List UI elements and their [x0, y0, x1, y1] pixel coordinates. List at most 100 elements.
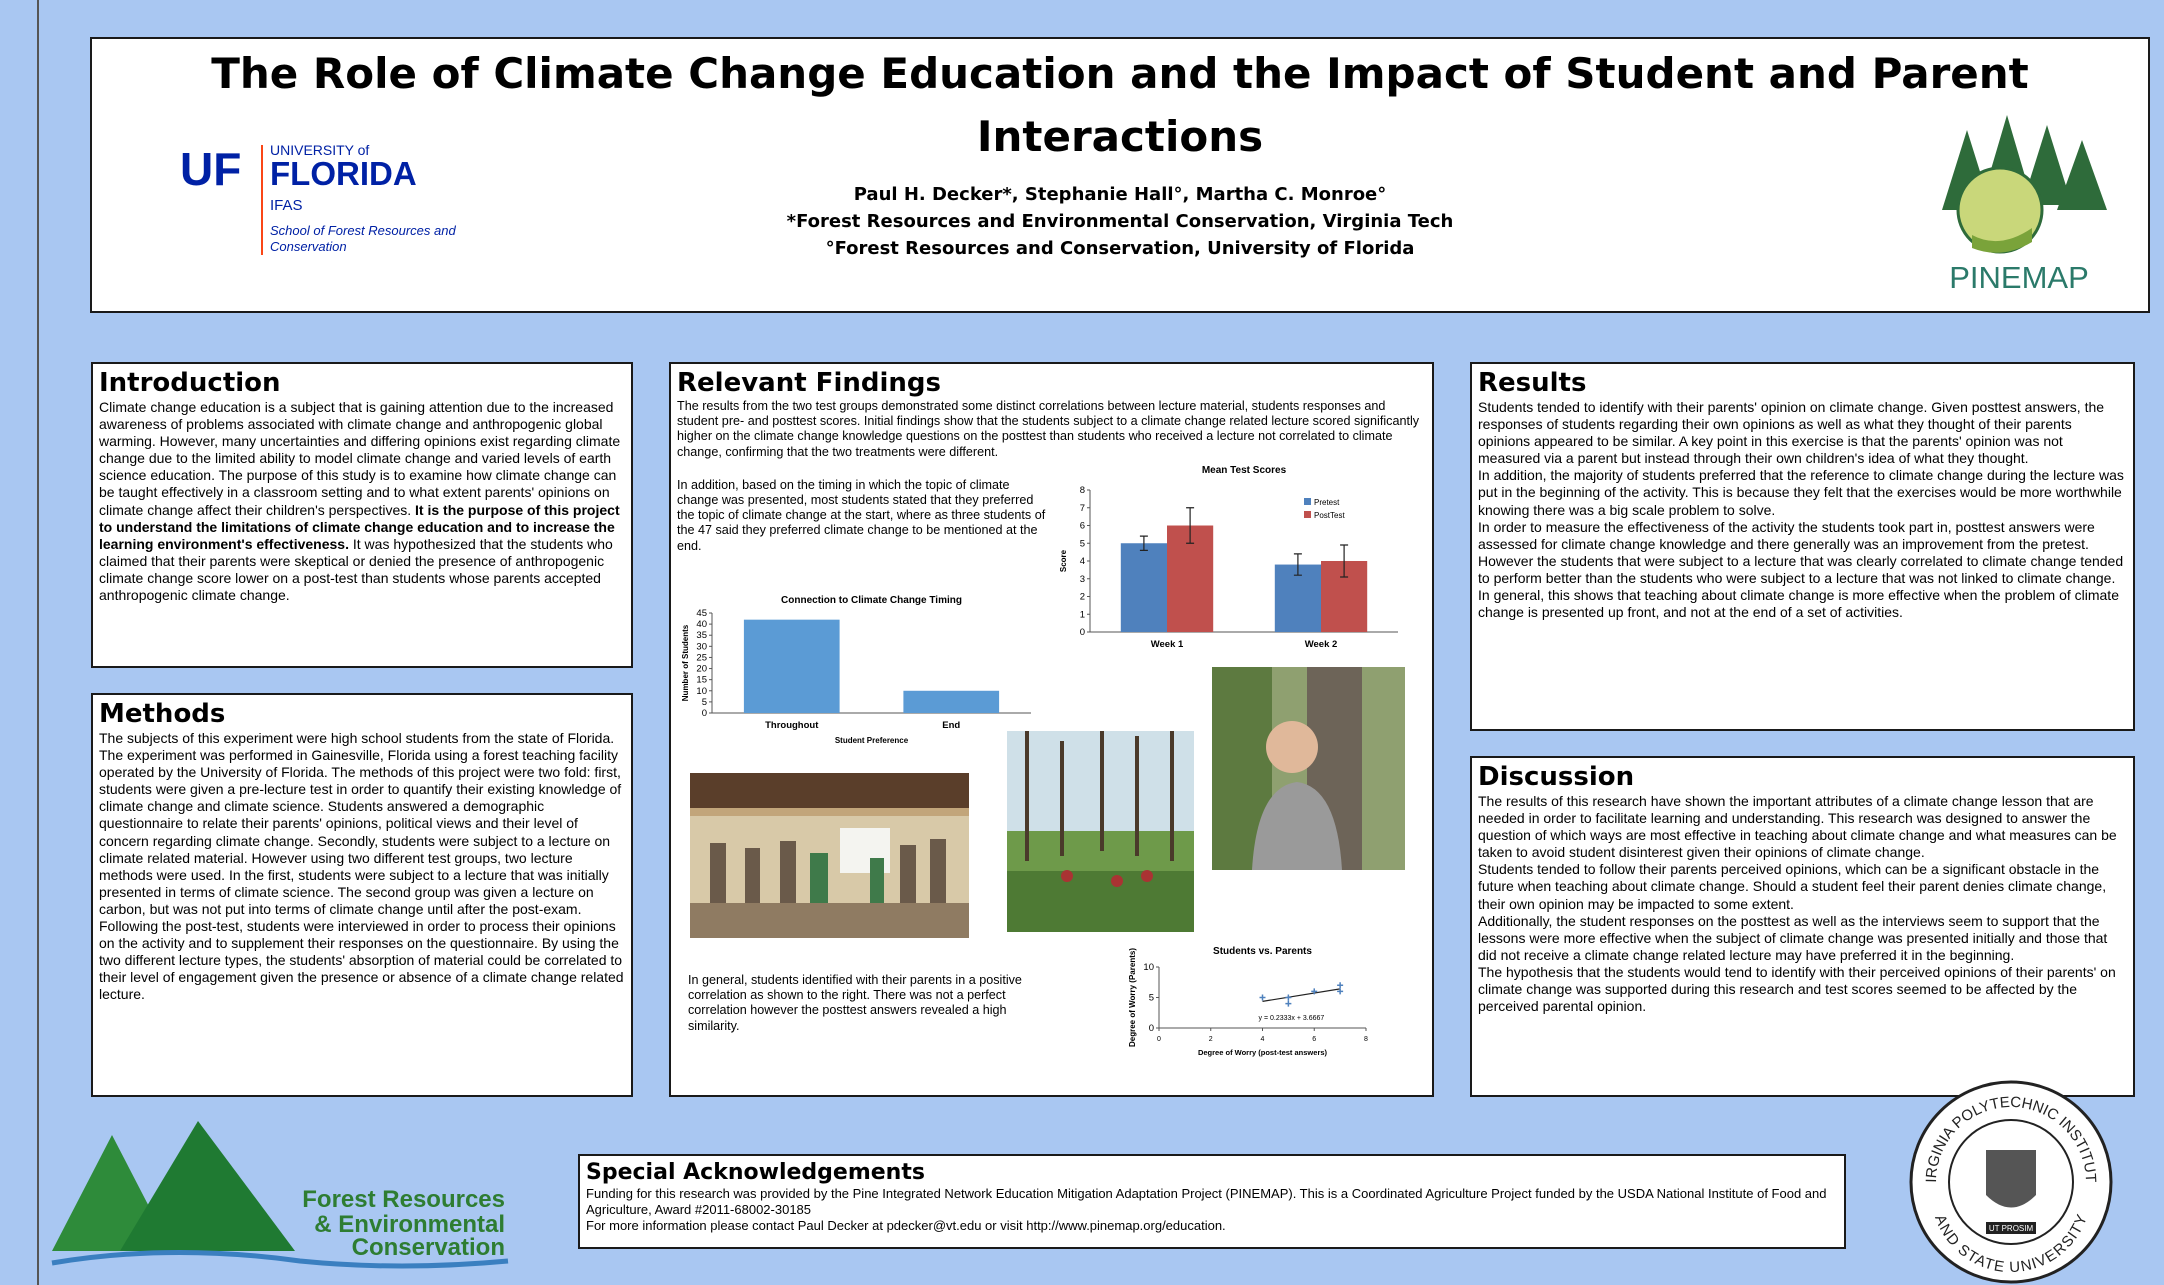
- x-tick-label: 4: [1261, 1036, 1265, 1043]
- uf-school: Conservation: [270, 239, 347, 254]
- trendline: [1263, 989, 1341, 1001]
- paragraph: Funding for this research was provided b…: [586, 1186, 1838, 1218]
- section-heading: Methods: [99, 699, 625, 730]
- x-tick-label: 6: [1312, 1036, 1316, 1043]
- section-heading: Special Acknowledgements: [586, 1160, 1838, 1186]
- section-text: The subjects of this experiment were hig…: [99, 730, 625, 1004]
- photo-student: [1212, 667, 1405, 870]
- y-tick-label: 5: [1080, 538, 1085, 549]
- acknowledgements: Special Acknowledgements Funding for thi…: [578, 1154, 1846, 1249]
- section-text: Funding for this research was provided b…: [586, 1186, 1838, 1234]
- y-tick-label: 4: [1080, 556, 1085, 567]
- section-heading: Results: [1478, 368, 2127, 399]
- chart-title: Students vs. Parents: [1213, 946, 1312, 957]
- x-tick-label: Throughout: [765, 720, 819, 731]
- point: [1285, 995, 1291, 1001]
- authors: Paul H. Decker*, Stephanie Hall°, Martha…: [600, 181, 1640, 208]
- uf-school: School of Forest Resources and: [270, 223, 456, 238]
- legend-swatch: [1304, 511, 1311, 518]
- results: Results Students tended to identify with…: [1470, 362, 2135, 731]
- pinemap-text: PINEMAP: [1949, 260, 2089, 295]
- chart-title: Connection to Climate Change Timing: [781, 595, 962, 606]
- section-heading: Relevant Findings: [677, 368, 1426, 399]
- y-tick-label: 0: [702, 708, 707, 719]
- seal-motto: UT PROSIM: [1989, 1224, 2034, 1233]
- y-tick-label: 2: [1080, 592, 1085, 603]
- y-axis-label: Degree of Worry (Parents): [1128, 948, 1137, 1047]
- y-axis-label: Score: [1060, 549, 1068, 572]
- poster: The Role of Climate Change Education and…: [0, 0, 2164, 1285]
- photo-forest: [1007, 731, 1194, 932]
- y-tick-label: 10: [696, 686, 707, 697]
- y-tick-label: 45: [696, 608, 707, 619]
- y-axis-label: Number of Students: [681, 624, 690, 701]
- y-tick-label: 25: [696, 652, 707, 663]
- uf-unit: IFAS: [270, 197, 303, 214]
- y-tick-label: 3: [1080, 574, 1085, 585]
- left-rule: [37, 0, 39, 1285]
- section-heading: Introduction: [99, 368, 625, 399]
- y-tick-label: 0: [1149, 1023, 1154, 1034]
- section-text: The results of this research have shown …: [1478, 793, 2127, 1015]
- section-heading: Discussion: [1478, 762, 2127, 793]
- chart: 0 5 10 Students vs. Parents Degree of Worry …: [1100, 945, 1400, 1070]
- y-tick-label: 20: [696, 664, 707, 675]
- introduction: Introduction Climate change education is…: [91, 362, 633, 668]
- y-tick-label: 8: [1080, 485, 1085, 496]
- legend-swatch: [1304, 498, 1311, 505]
- vt-seal: VIRGINIA POLYTECHNIC INSTITUTE AND STATE…: [1906, 1080, 2116, 1285]
- y-tick-label: 1: [1080, 609, 1085, 620]
- legend-label: Pretest: [1314, 498, 1340, 507]
- uf-line: FLORIDA: [270, 155, 417, 192]
- paragraph: In general, students identified with the…: [688, 973, 1058, 1034]
- paragraph: Students tended to identify with their p…: [1478, 399, 2127, 467]
- point: [1260, 995, 1266, 1001]
- paragraph: The results of this research have shown …: [1478, 793, 2127, 861]
- chart: 0 1 2 3 4 5 6 7 8 Mean Test Scores Score Week 1 Week…: [1060, 462, 1430, 662]
- y-tick-label: 15: [696, 675, 707, 686]
- paragraph: In addition, the majority of students pr…: [1478, 467, 2127, 518]
- bar: [1121, 543, 1167, 632]
- y-tick-label: 30: [696, 641, 707, 652]
- y-tick-label: 10: [1143, 962, 1154, 973]
- affiliation: *Forest Resources and Environmental Cons…: [600, 208, 1640, 235]
- section-text: Climate change education is a subject th…: [99, 399, 625, 604]
- text: Climate change education is a subject th…: [99, 399, 620, 518]
- paragraph: In order to measure the effectiveness of…: [1478, 519, 2127, 622]
- uf-mark: UF: [180, 143, 241, 195]
- logo-text: Conservation: [352, 1234, 505, 1261]
- paragraph: The hypothesis that the students would t…: [1478, 964, 2127, 1015]
- y-tick-label: 35: [696, 630, 707, 641]
- y-tick-label: 0: [1080, 627, 1085, 638]
- mountain: [120, 1121, 295, 1251]
- y-tick-label: 5: [702, 697, 707, 708]
- x-tick-label: Week 1: [1151, 639, 1184, 650]
- x-axis-label: Student Preference: [835, 736, 909, 745]
- paragraph: Additionally, the student responses on t…: [1478, 913, 2127, 964]
- y-tick-label: 6: [1080, 521, 1085, 532]
- shield: [1986, 1150, 2036, 1208]
- x-axis-label: Degree of Worry (post-test answers): [1198, 1048, 1328, 1057]
- bar: [744, 620, 840, 713]
- photo-classroom: [690, 773, 969, 938]
- x-tick-label: Week 2: [1305, 639, 1338, 650]
- y-tick-label: 5: [1149, 993, 1154, 1004]
- x-tick-label: 0: [1157, 1036, 1161, 1043]
- trendline-label: y = 0.2333x + 3.6667: [1259, 1015, 1325, 1022]
- paragraph: For more information please contact Paul…: [586, 1218, 1838, 1234]
- uf-logo: UF UNIVERSITY of FLORIDA IFAS School of …: [175, 135, 515, 260]
- forest-resources-logo: Forest Resources & Environmental Conserv…: [50, 1115, 515, 1280]
- discussion: Discussion The results of this research …: [1470, 756, 2135, 1097]
- logo-text: Forest Resources: [302, 1186, 505, 1213]
- legend-label: PostTest: [1314, 511, 1345, 520]
- section-text: Students tended to identify with their p…: [1478, 399, 2127, 621]
- y-tick-label: 40: [696, 619, 707, 630]
- x-tick-label: 8: [1364, 1036, 1368, 1043]
- x-tick-label: End: [942, 720, 960, 731]
- point: [1337, 982, 1343, 988]
- y-tick-label: 7: [1080, 503, 1085, 514]
- chart-title: Mean Test Scores: [1202, 465, 1287, 476]
- paragraph: Students tended to follow their parents …: [1478, 861, 2127, 912]
- pinemap-logo: PINEMAP: [1922, 100, 2117, 300]
